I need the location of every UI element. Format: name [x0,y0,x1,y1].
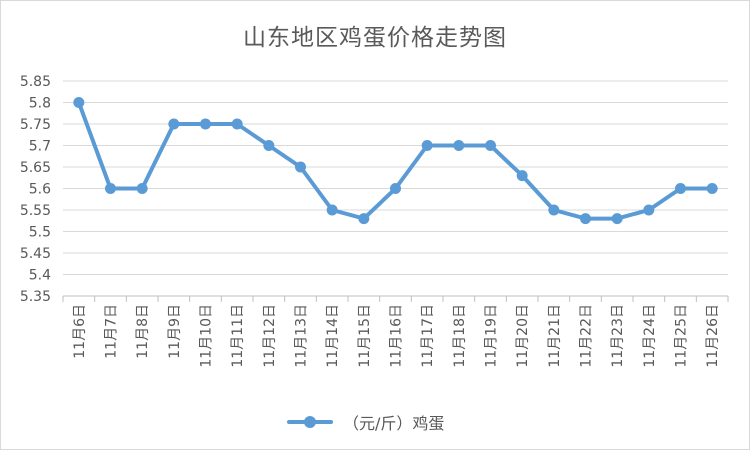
data-point [548,204,560,216]
x-tick-label: 11月17日 [420,304,436,368]
y-tick-label: 5.35 [20,289,51,305]
data-point [200,118,211,130]
data-point [453,140,465,151]
y-tick-label: 5.8 [29,96,51,112]
data-point [263,140,275,151]
data-point [295,161,306,173]
data-point [105,183,116,194]
legend-label: （元/斤）鸡蛋 [343,414,445,433]
data-point [358,213,370,225]
data-point [421,140,433,151]
data-point [485,140,496,151]
data-point [580,213,591,225]
x-tick-label: 11月23日 [610,304,626,368]
x-tick-label: 11月15日 [357,304,373,368]
y-tick-label: 5.85 [20,74,51,90]
y-tick-label: 5.75 [20,117,51,133]
y-tick-label: 5.6 [29,182,51,198]
y-tick-label: 5.4 [29,268,51,284]
x-tick-label: 11月21日 [547,304,563,368]
x-tick-label: 11月19日 [484,304,500,368]
x-tick-label: 11月13日 [294,304,310,368]
x-tick-label: 11月14日 [325,304,341,368]
x-tick-label: 11月10日 [199,304,215,368]
data-point [168,118,180,130]
data-point [706,183,718,194]
data-point [326,204,338,216]
x-tick-label: 11月22日 [579,304,595,368]
x-tick-label: 11月6日 [72,304,88,359]
x-tick-label: 11月18日 [452,304,468,368]
y-tick-label: 5.65 [20,160,51,176]
x-tick-label: 11月24日 [642,304,658,368]
x-tick-label: 11月12日 [262,304,278,368]
x-tick-label: 11月7日 [104,304,120,359]
y-tick-label: 5.7 [29,139,51,155]
x-tick-label: 11月9日 [167,304,183,359]
data-point [73,97,85,108]
y-tick-label: 5.45 [20,246,51,262]
data-point [643,204,655,216]
x-tick-label: 11月11日 [230,304,246,368]
data-point [611,213,623,225]
x-tick-label: 11月16日 [389,304,405,368]
data-point [516,170,528,182]
x-tick-label: 11月8日 [135,304,151,359]
data-point [231,118,243,130]
y-tick-label: 5.5 [29,225,51,241]
y-tick-label: 5.55 [20,203,51,219]
legend-swatch [287,415,333,429]
chart-title: 山东地区鸡蛋价格走势图 [243,25,507,51]
data-point [136,183,148,194]
x-tick-label: 11月26日 [705,304,721,368]
x-tick-label: 11月20日 [515,304,531,368]
data-point [390,183,401,194]
data-point [675,183,686,194]
x-tick-label: 11月25日 [674,304,690,368]
legend: （元/斤）鸡蛋 [287,410,444,434]
